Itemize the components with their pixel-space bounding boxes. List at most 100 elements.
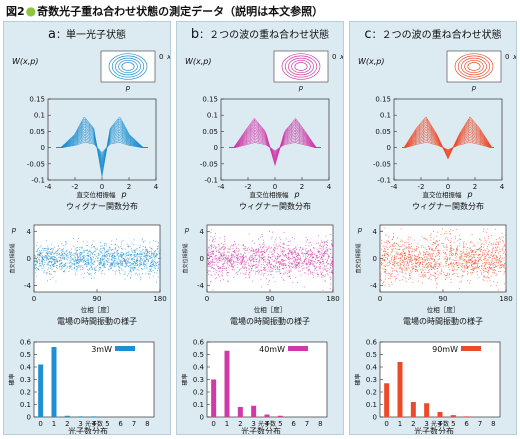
phase-point — [463, 243, 465, 245]
phase-point — [473, 262, 474, 264]
phase-point — [139, 260, 141, 262]
phase-point — [392, 264, 394, 266]
phase-point — [500, 261, 502, 263]
phase-point — [142, 259, 144, 261]
phase-point — [444, 258, 445, 260]
phase-point — [56, 267, 58, 269]
phase-point — [223, 254, 225, 256]
phase-point — [222, 264, 224, 266]
phase-point — [116, 245, 118, 247]
phase-point — [131, 242, 133, 244]
phase-point — [453, 241, 455, 243]
phase-point — [126, 252, 128, 253]
phase-point — [405, 264, 407, 266]
inset-zero-label: 0 — [505, 53, 509, 61]
phase-point — [502, 265, 504, 267]
phase-point — [235, 272, 237, 274]
wigner-inset-contour — [464, 59, 484, 74]
phase-point — [270, 267, 272, 269]
phase-point — [110, 268, 112, 269]
phase-point — [263, 258, 265, 260]
wigner-inset-contour — [115, 57, 141, 76]
phase-point — [271, 236, 273, 238]
phase-point — [385, 256, 387, 258]
phase-point — [124, 273, 126, 275]
dist-ylabel: 確率 — [8, 373, 16, 385]
phase-point — [275, 245, 277, 247]
phase-point — [279, 242, 281, 244]
phase-point — [482, 255, 483, 256]
phase-point — [225, 267, 227, 268]
phase-point — [36, 261, 38, 263]
phase-point — [244, 250, 246, 251]
phase-point — [472, 269, 474, 271]
phase-point — [262, 253, 264, 255]
phase-point — [282, 273, 284, 275]
phase-point — [295, 253, 297, 255]
phase-point — [317, 274, 319, 275]
phase-point — [226, 255, 227, 257]
phase-point — [276, 258, 278, 260]
phase-point — [384, 275, 386, 277]
phase-point — [464, 256, 466, 257]
phase-point — [106, 257, 108, 259]
phase-point — [87, 262, 88, 264]
phase-point — [90, 250, 91, 252]
phase-point — [448, 239, 449, 241]
phase-point — [419, 263, 421, 265]
phase-point — [87, 264, 89, 266]
phase-point — [211, 266, 212, 268]
phase-point — [230, 256, 232, 258]
phase-point — [88, 263, 89, 265]
phase-point — [393, 248, 395, 250]
phase-point — [317, 257, 318, 259]
phase-point — [52, 252, 53, 254]
phase-point — [265, 261, 266, 263]
phase-point — [208, 246, 210, 248]
phase-point — [35, 267, 37, 268]
phase-point — [222, 272, 224, 274]
phase-point — [458, 259, 460, 261]
phase-point — [230, 262, 232, 264]
phase-point — [93, 246, 94, 247]
dist-bar — [211, 379, 217, 417]
phase-xlabel: 位相［度］ — [81, 305, 114, 314]
phase-point — [222, 265, 223, 267]
phase-point — [272, 268, 274, 270]
phase-point — [51, 251, 53, 253]
phase-point — [445, 257, 447, 259]
phase-point — [435, 246, 437, 247]
phase-point — [264, 273, 266, 275]
phase-point — [103, 250, 105, 252]
phase-point — [285, 254, 287, 256]
wigner-xtick-label: 2 — [473, 183, 477, 191]
phase-point — [467, 273, 468, 275]
phase-point — [316, 262, 318, 264]
phase-point — [264, 249, 266, 251]
phase-point — [474, 254, 475, 256]
phase-point — [321, 259, 323, 261]
phase-point — [105, 260, 107, 261]
phase-point — [289, 266, 291, 267]
phase-point — [134, 249, 136, 251]
phase-point — [422, 270, 424, 271]
phase-point — [102, 254, 104, 256]
dist-xtick-label: 7 — [305, 420, 309, 428]
phase-point — [111, 257, 113, 259]
phase-point — [416, 270, 418, 272]
phase-point — [278, 269, 280, 271]
phase-point — [394, 247, 396, 249]
phase-point — [231, 266, 233, 268]
phase-point — [313, 263, 315, 265]
phase-point — [134, 267, 135, 269]
phase-point — [450, 244, 451, 246]
phase-point — [54, 246, 55, 248]
phase-point — [430, 269, 432, 270]
wigner-xlabel: 直交位相振幅 — [77, 190, 117, 199]
phase-point — [403, 253, 405, 255]
phase-point — [259, 254, 261, 256]
phase-point — [322, 271, 323, 273]
phase-point — [149, 242, 151, 244]
phase-point — [257, 270, 258, 272]
phase-point — [493, 243, 495, 245]
